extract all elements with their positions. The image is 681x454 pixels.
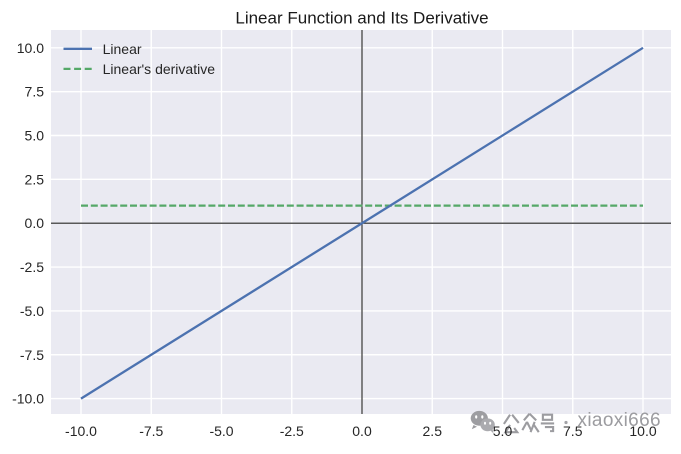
svg-text:2.5: 2.5 bbox=[423, 423, 443, 439]
svg-text:-2.5: -2.5 bbox=[280, 423, 304, 439]
svg-text:-7.5: -7.5 bbox=[139, 423, 163, 439]
svg-text:xiaoxi666: xiaoxi666 bbox=[578, 410, 661, 431]
svg-text:Linear's derivative: Linear's derivative bbox=[103, 61, 216, 77]
svg-text:0.0: 0.0 bbox=[352, 423, 372, 439]
svg-text:7.5: 7.5 bbox=[25, 84, 45, 100]
svg-text:0.0: 0.0 bbox=[25, 215, 45, 231]
svg-text:Linear Function and Its Deriva: Linear Function and Its Derivative bbox=[235, 9, 488, 28]
svg-text:5.0: 5.0 bbox=[25, 128, 45, 144]
svg-text:-5.0: -5.0 bbox=[20, 303, 44, 319]
svg-text:10.0: 10.0 bbox=[17, 40, 44, 56]
svg-text:10.0: 10.0 bbox=[629, 423, 656, 439]
svg-text:2.5: 2.5 bbox=[25, 171, 45, 187]
svg-text:7.5: 7.5 bbox=[563, 423, 583, 439]
svg-text:-10.0: -10.0 bbox=[65, 423, 97, 439]
svg-text:-10.0: -10.0 bbox=[12, 391, 44, 407]
svg-text:-7.5: -7.5 bbox=[20, 347, 44, 363]
svg-text:-5.0: -5.0 bbox=[209, 423, 233, 439]
svg-text:5.0: 5.0 bbox=[493, 423, 513, 439]
svg-text:Linear: Linear bbox=[103, 41, 142, 57]
svg-text:-2.5: -2.5 bbox=[20, 259, 44, 275]
